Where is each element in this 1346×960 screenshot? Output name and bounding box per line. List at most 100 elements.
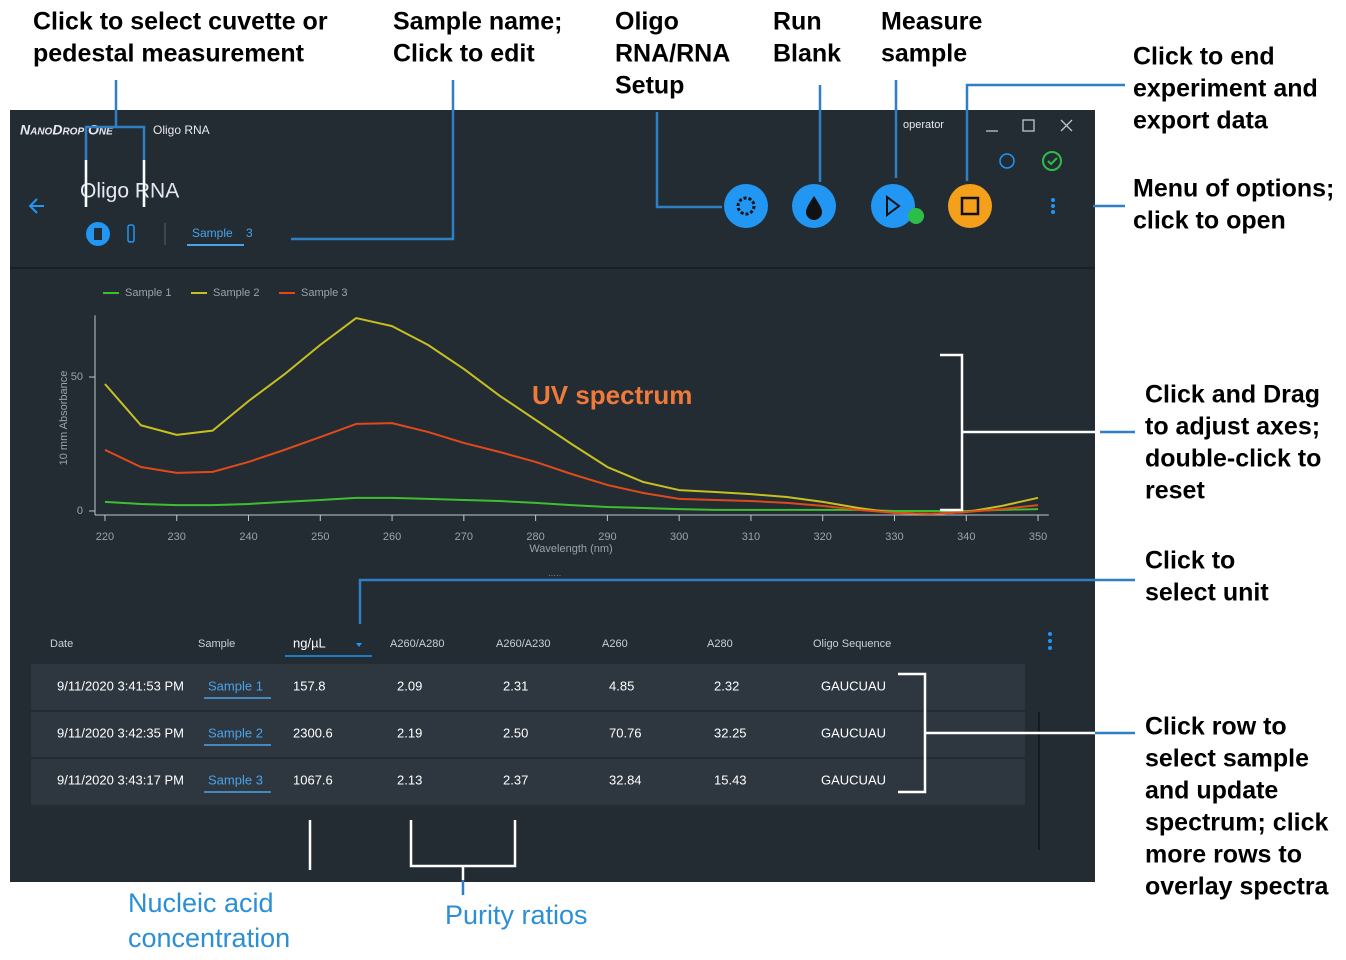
table-menu[interactable] — [1048, 632, 1052, 650]
annotation-line: Click to select cuvette or — [33, 8, 328, 36]
annotation-line: pedestal measurement — [33, 40, 305, 68]
table-cell: 2.32 — [714, 678, 739, 693]
auto-badge — [908, 208, 924, 224]
annotation-line: to adjust axes; — [1145, 413, 1320, 441]
window-controls[interactable] — [986, 119, 1073, 132]
x-tick-label: 280 — [526, 531, 544, 543]
annotation-line: select sample — [1145, 745, 1309, 773]
user[interactable]: operator — [903, 119, 944, 131]
annotation-line: Click to end — [1133, 43, 1275, 71]
annotation-line: Click and Drag — [1145, 381, 1320, 409]
column-header: A260 — [602, 638, 628, 650]
table-cell: 2.19 — [397, 725, 422, 740]
table-cell[interactable]: Sample 1 — [208, 678, 263, 693]
stop-glyph — [960, 196, 980, 216]
results-table: Date Sample ng/µL A260/A280 A260/A230 A260 A28… — [31, 635, 1025, 805]
annotation-line: more rows to — [1145, 841, 1302, 869]
table-row[interactable] — [31, 711, 1025, 758]
table-cell: 70.76 — [609, 725, 642, 740]
annotation-line: Run — [773, 8, 822, 36]
annotation-line: Blank — [773, 40, 841, 68]
legend-label: Sample 1 — [125, 287, 171, 299]
legend-label: Sample 2 — [213, 287, 259, 299]
x-tick-label: 300 — [670, 531, 688, 543]
annotation-line: Sample name; — [393, 8, 563, 36]
table-cell[interactable]: Sample 2 — [208, 725, 263, 740]
column-header: A260/A280 — [390, 638, 444, 650]
table-cell[interactable]: Sample 3 — [208, 772, 263, 787]
footnote-line: Nucleic acid — [128, 888, 274, 918]
column-header: Date — [50, 638, 73, 650]
x-tick-label: 290 — [598, 531, 616, 543]
table-cell: 15.43 — [714, 772, 747, 787]
overlay-label: UV spectrum — [532, 380, 692, 410]
table-row[interactable] — [31, 664, 1025, 711]
y-tick-label: 0 — [77, 505, 83, 517]
annotation-line: click to open — [1133, 207, 1286, 235]
measure-button[interactable] — [871, 184, 915, 228]
table-cell: 9/11/2020 3:43:17 PM — [57, 772, 184, 787]
spectrum-line — [104, 422, 1039, 515]
annotation-line: and update — [1145, 777, 1278, 805]
column-header[interactable]: ng/µL — [293, 635, 326, 650]
sample-tab-label[interactable]: Sample — [192, 226, 233, 240]
annotation-line: Setup — [615, 72, 684, 100]
x-tick-label: 350 — [1029, 531, 1047, 543]
back-arrow[interactable] — [28, 198, 44, 214]
x-tick-label: 340 — [957, 531, 975, 543]
table-cell: 2.09 — [397, 678, 422, 693]
column-header: Sample — [198, 638, 235, 650]
window-title: Oligo RNA — [153, 123, 210, 137]
annotation-line: reset — [1145, 477, 1205, 505]
drop-glyph — [806, 196, 822, 220]
end-button[interactable] — [948, 184, 992, 228]
annotation-line: select unit — [1145, 579, 1269, 607]
table-cell: 2.13 — [397, 772, 422, 787]
status-check — [1047, 157, 1058, 166]
table-cell: GAUCUAU — [821, 678, 886, 693]
table-cell: 2300.6 — [293, 725, 333, 740]
annotation-line: Menu of options; — [1133, 175, 1334, 203]
annotation-line: RNA/RNA — [615, 40, 730, 68]
sample-tab-number[interactable]: 3 — [246, 226, 253, 240]
annotation-line: experiment and — [1133, 75, 1318, 103]
menu-button[interactable] — [1051, 198, 1055, 214]
resize-handle[interactable]: ····· — [548, 571, 561, 580]
annotation-line: Click to edit — [393, 40, 535, 68]
annotation-line: Oligo — [615, 8, 679, 36]
annotation-line: export data — [1133, 107, 1269, 135]
table-row[interactable] — [31, 758, 1025, 805]
table-cell: 2.37 — [503, 772, 528, 787]
table-cell: 9/11/2020 3:41:53 PM — [57, 678, 184, 693]
footnote-line: Purity ratios — [445, 900, 588, 930]
x-tick-label: 330 — [885, 531, 903, 543]
cuvette-button[interactable] — [127, 224, 135, 243]
column-header: A280 — [707, 638, 733, 650]
table-cell: GAUCUAU — [821, 725, 886, 740]
setup-button[interactable] — [724, 184, 768, 228]
page-title: Oligo RNA — [80, 180, 179, 203]
table-cell: 4.85 — [609, 678, 634, 693]
annotation-line: Click to — [1145, 547, 1235, 575]
annotation-line: Click row to — [1145, 713, 1287, 741]
column-header: Oligo Sequence — [813, 638, 891, 650]
x-tick-label: 270 — [455, 531, 473, 543]
table-cell: 1067.6 — [293, 772, 333, 787]
help-icon[interactable] — [999, 153, 1015, 169]
annotations: Click to select cuvette or pedestal measu… — [33, 8, 1334, 954]
pedestal-glyph — [94, 228, 102, 240]
table-cell: GAUCUAU — [821, 772, 886, 787]
annotation-line: double-click to — [1145, 445, 1321, 473]
footnote-line: concentration — [128, 923, 290, 953]
spectrum-chart[interactable]: 220 230 240 250 260 270 280 290 300 310 320 330 340 3… — [58, 287, 1049, 555]
x-tick-label: 260 — [383, 531, 401, 543]
column-header: A260/A230 — [496, 638, 550, 650]
gear-glyph — [736, 196, 756, 216]
x-axis-label: Wavelength (nm) — [529, 543, 612, 555]
x-tick-label: 240 — [239, 531, 257, 543]
annotation-line: sample — [881, 40, 967, 68]
table-cell: 32.25 — [714, 725, 747, 740]
x-tick-label: 310 — [742, 531, 760, 543]
